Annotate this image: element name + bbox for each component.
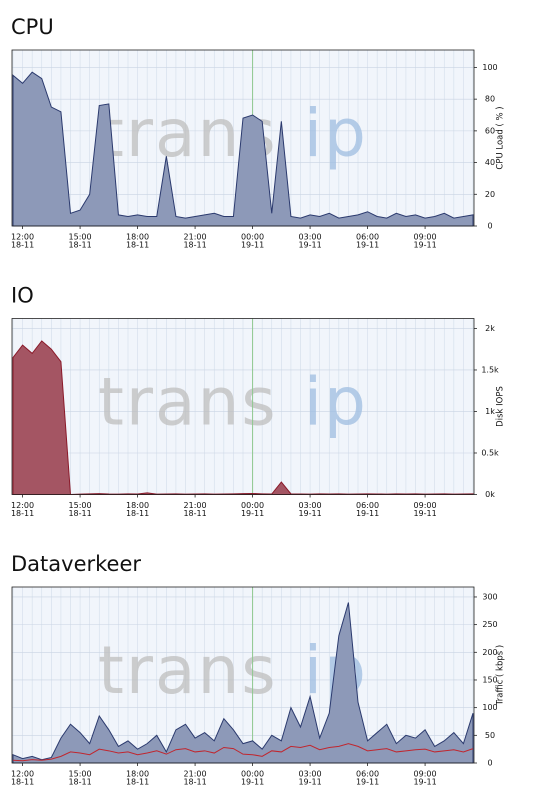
x-tick-label: 18:00: [126, 501, 149, 510]
y-tick-label: 0: [487, 222, 492, 231]
x-tick-label: 06:00: [356, 501, 379, 510]
x-tick-label: 18-11: [126, 778, 149, 787]
y-tick-label: 100: [482, 703, 497, 712]
chart-title: Dataverkeer: [11, 552, 141, 576]
y-tick-label: 1k: [485, 407, 495, 416]
x-tick-label: 18-11: [68, 509, 91, 518]
area: [12, 340, 474, 496]
x-tick-label: 00:00: [241, 233, 264, 242]
x-tick-label: 15:00: [69, 501, 92, 510]
x-tick-label: 19-11: [356, 778, 379, 787]
x-tick-label: 06:00: [356, 233, 379, 242]
y-tick-label: 300: [482, 592, 497, 601]
line: [12, 743, 474, 762]
y-tick-label: 2k: [485, 324, 495, 333]
x-tick-label: 09:00: [414, 770, 437, 779]
x-tick-label: 03:00: [299, 770, 322, 779]
plot-frame: [11, 318, 475, 495]
y-axis-label: Disk IOPS: [496, 386, 506, 427]
y-tick-label: 0k: [485, 490, 495, 499]
y-tick-label: 1.5k: [481, 365, 499, 374]
x-tick-label: 19-11: [356, 241, 379, 250]
x-tick-label: 18-11: [11, 241, 34, 250]
x-tick-label: 18-11: [11, 509, 34, 518]
y-axis-label: Traffic ( kbps ): [496, 645, 506, 706]
y-tick-label: 200: [482, 648, 497, 657]
y-tick-label: 150: [482, 675, 497, 684]
x-tick-label: 15:00: [69, 233, 92, 242]
x-tick-label: 21:00: [184, 501, 207, 510]
y-tick-label: 100: [482, 63, 497, 72]
x-tick-label: 18:00: [126, 770, 149, 779]
x-tick-label: 19-11: [298, 778, 321, 787]
y-tick-label: 50: [485, 731, 495, 740]
x-tick-label: 19-11: [413, 778, 436, 787]
x-tick-label: 12:00: [11, 501, 34, 510]
y-tick-label: 80: [485, 95, 495, 104]
x-tick-label: 18-11: [183, 509, 206, 518]
watermark-main: trans: [98, 364, 278, 441]
watermark-main: trans: [98, 632, 278, 709]
x-tick-label: 18-11: [68, 241, 91, 250]
y-tick-label: 20: [485, 190, 495, 199]
x-tick-label: 18-11: [126, 241, 149, 250]
x-tick-label: 19-11: [356, 509, 379, 518]
y-tick-label: 60: [485, 126, 495, 135]
watermark-accent: ip: [304, 364, 368, 441]
x-tick-label: 09:00: [414, 233, 437, 242]
y-axis-label: CPU Load ( % ): [496, 106, 506, 169]
x-tick-label: 19-11: [413, 509, 436, 518]
x-tick-label: 18:00: [126, 233, 149, 242]
x-tick-label: 19-11: [241, 509, 264, 518]
x-tick-label: 09:00: [414, 501, 437, 510]
x-tick-label: 21:00: [184, 233, 207, 242]
x-tick-label: 00:00: [241, 501, 264, 510]
x-tick-label: 06:00: [356, 770, 379, 779]
x-tick-label: 12:00: [11, 770, 34, 779]
x-tick-label: 03:00: [299, 501, 322, 510]
x-tick-label: 18-11: [68, 778, 91, 787]
watermark-accent: ip: [304, 95, 368, 172]
y-tick-label: 40: [485, 158, 495, 167]
x-tick-label: 19-11: [298, 509, 321, 518]
x-tick-label: 19-11: [298, 241, 321, 250]
x-tick-label: 19-11: [241, 778, 264, 787]
y-tick-label: 0: [487, 759, 492, 768]
chart-title: IO: [11, 284, 34, 308]
chart: CPU trans ip 0 20 40 60 80 100 CPU Load ( % ) 12:0…: [11, 15, 506, 250]
area: [12, 602, 474, 764]
y-tick-label: 250: [482, 620, 497, 629]
x-tick-label: 15:00: [69, 770, 92, 779]
y-tick-label: 0.5k: [481, 448, 499, 457]
x-tick-label: 21:00: [184, 770, 207, 779]
x-tick-label: 18-11: [11, 778, 34, 787]
x-tick-label: 12:00: [11, 233, 34, 242]
x-tick-label: 03:00: [299, 233, 322, 242]
x-tick-label: 19-11: [241, 241, 264, 250]
plot-frame: [11, 586, 475, 764]
chart-title: CPU: [11, 15, 54, 39]
area: [12, 71, 474, 227]
x-tick-label: 18-11: [126, 509, 149, 518]
x-tick-label: 18-11: [183, 241, 206, 250]
plot-frame: [11, 49, 475, 227]
x-tick-label: 00:00: [241, 770, 264, 779]
x-tick-label: 19-11: [413, 241, 436, 250]
x-tick-label: 18-11: [183, 778, 206, 787]
